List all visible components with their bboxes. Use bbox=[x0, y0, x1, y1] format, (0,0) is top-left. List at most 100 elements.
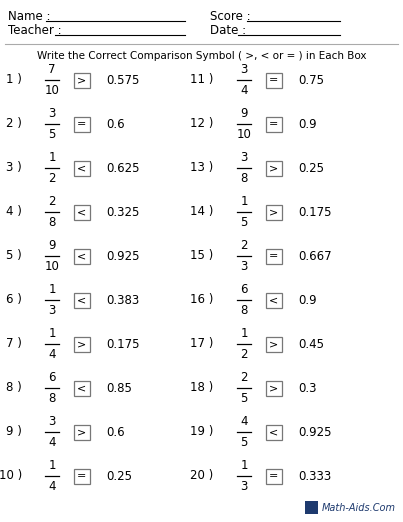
Text: >: > bbox=[77, 339, 87, 349]
Bar bbox=[266, 205, 282, 219]
Text: 14 ): 14 ) bbox=[190, 206, 213, 219]
Bar bbox=[266, 292, 282, 307]
Text: 8: 8 bbox=[48, 216, 56, 229]
Text: 0.6: 0.6 bbox=[106, 117, 125, 130]
Text: 3: 3 bbox=[240, 63, 248, 76]
Text: 12 ): 12 ) bbox=[190, 117, 213, 130]
Text: 2: 2 bbox=[48, 195, 56, 208]
Bar bbox=[266, 424, 282, 440]
Text: 1: 1 bbox=[48, 151, 56, 164]
Text: 0.925: 0.925 bbox=[298, 425, 332, 438]
Text: Math-Aids.Com: Math-Aids.Com bbox=[322, 503, 396, 513]
Text: 3: 3 bbox=[240, 480, 248, 493]
Text: >: > bbox=[269, 207, 278, 217]
Text: 0.75: 0.75 bbox=[298, 74, 324, 87]
Text: 19 ): 19 ) bbox=[190, 425, 213, 438]
Text: 0.25: 0.25 bbox=[106, 469, 132, 482]
Text: 1: 1 bbox=[240, 459, 248, 472]
Bar bbox=[266, 248, 282, 264]
Text: 0.6: 0.6 bbox=[106, 425, 125, 438]
Text: =: = bbox=[77, 471, 87, 481]
Text: 3: 3 bbox=[240, 260, 248, 273]
Bar bbox=[74, 381, 90, 396]
Text: 16 ): 16 ) bbox=[190, 293, 213, 306]
Text: 15 ): 15 ) bbox=[190, 250, 213, 263]
Text: Write the Correct Comparison Symbol ( >, < or = ) in Each Box: Write the Correct Comparison Symbol ( >,… bbox=[37, 51, 366, 61]
Text: 11 ): 11 ) bbox=[190, 74, 213, 87]
Bar bbox=[74, 292, 90, 307]
Text: 17 ): 17 ) bbox=[190, 338, 213, 350]
Text: 9 ): 9 ) bbox=[6, 425, 22, 438]
Text: 3: 3 bbox=[48, 304, 56, 317]
Text: 2: 2 bbox=[240, 371, 248, 384]
Text: 1: 1 bbox=[48, 459, 56, 472]
Text: 10: 10 bbox=[237, 128, 251, 141]
Text: 3: 3 bbox=[48, 107, 56, 120]
Text: 1: 1 bbox=[48, 283, 56, 296]
Bar bbox=[305, 501, 318, 514]
Bar bbox=[266, 469, 282, 483]
Text: 10: 10 bbox=[45, 260, 59, 273]
Text: 20 ): 20 ) bbox=[190, 469, 213, 482]
Text: 3 ): 3 ) bbox=[6, 161, 22, 174]
Text: Score :: Score : bbox=[210, 9, 251, 22]
Text: 0.925: 0.925 bbox=[106, 250, 139, 263]
Text: 1 ): 1 ) bbox=[6, 74, 22, 87]
Text: 0.45: 0.45 bbox=[298, 338, 324, 350]
Text: 0.25: 0.25 bbox=[298, 161, 324, 174]
Text: 18 ): 18 ) bbox=[190, 382, 213, 395]
Text: 0.9: 0.9 bbox=[298, 117, 317, 130]
Text: <: < bbox=[77, 383, 87, 393]
Text: <: < bbox=[77, 251, 87, 261]
Text: =: = bbox=[269, 119, 279, 129]
Bar bbox=[266, 73, 282, 88]
Text: 1: 1 bbox=[240, 195, 248, 208]
Text: 2 ): 2 ) bbox=[6, 117, 22, 130]
Text: >: > bbox=[269, 339, 278, 349]
Bar bbox=[74, 160, 90, 175]
Text: Teacher :: Teacher : bbox=[8, 23, 62, 37]
Text: 0.383: 0.383 bbox=[106, 293, 139, 306]
Text: =: = bbox=[269, 75, 279, 85]
Text: 7 ): 7 ) bbox=[6, 338, 22, 350]
Text: 0.175: 0.175 bbox=[106, 338, 139, 350]
Text: 6: 6 bbox=[48, 371, 56, 384]
Text: <: < bbox=[77, 295, 87, 305]
Bar bbox=[266, 116, 282, 132]
Text: 5: 5 bbox=[240, 392, 248, 405]
Text: 0.333: 0.333 bbox=[298, 469, 331, 482]
Text: 2: 2 bbox=[48, 172, 56, 185]
Text: Date :: Date : bbox=[210, 23, 246, 37]
Text: 1: 1 bbox=[240, 327, 248, 340]
Text: <: < bbox=[269, 427, 278, 437]
Text: 4 ): 4 ) bbox=[6, 206, 22, 219]
Bar bbox=[266, 381, 282, 396]
Text: 0.325: 0.325 bbox=[106, 206, 139, 219]
Text: 8 ): 8 ) bbox=[6, 382, 22, 395]
Text: 13 ): 13 ) bbox=[190, 161, 213, 174]
Bar bbox=[74, 469, 90, 483]
Text: >: > bbox=[77, 427, 87, 437]
Text: 5: 5 bbox=[240, 216, 248, 229]
Text: >: > bbox=[77, 75, 87, 85]
Text: 4: 4 bbox=[240, 415, 248, 428]
Bar bbox=[74, 337, 90, 351]
Text: 0.9: 0.9 bbox=[298, 293, 317, 306]
Text: 9: 9 bbox=[48, 239, 56, 252]
Bar bbox=[74, 116, 90, 132]
Text: 4: 4 bbox=[48, 436, 56, 449]
Bar bbox=[266, 160, 282, 175]
Text: >: > bbox=[269, 383, 278, 393]
Text: 7: 7 bbox=[48, 63, 56, 76]
Text: 0.3: 0.3 bbox=[298, 382, 316, 395]
Text: 9: 9 bbox=[240, 107, 248, 120]
Text: =: = bbox=[77, 119, 87, 129]
Bar bbox=[74, 424, 90, 440]
Text: 0.625: 0.625 bbox=[106, 161, 139, 174]
Bar bbox=[74, 73, 90, 88]
Text: >: > bbox=[269, 163, 278, 173]
Text: 8: 8 bbox=[48, 392, 56, 405]
Text: 3: 3 bbox=[240, 151, 248, 164]
Text: 2: 2 bbox=[240, 348, 248, 361]
Text: 5: 5 bbox=[240, 436, 248, 449]
